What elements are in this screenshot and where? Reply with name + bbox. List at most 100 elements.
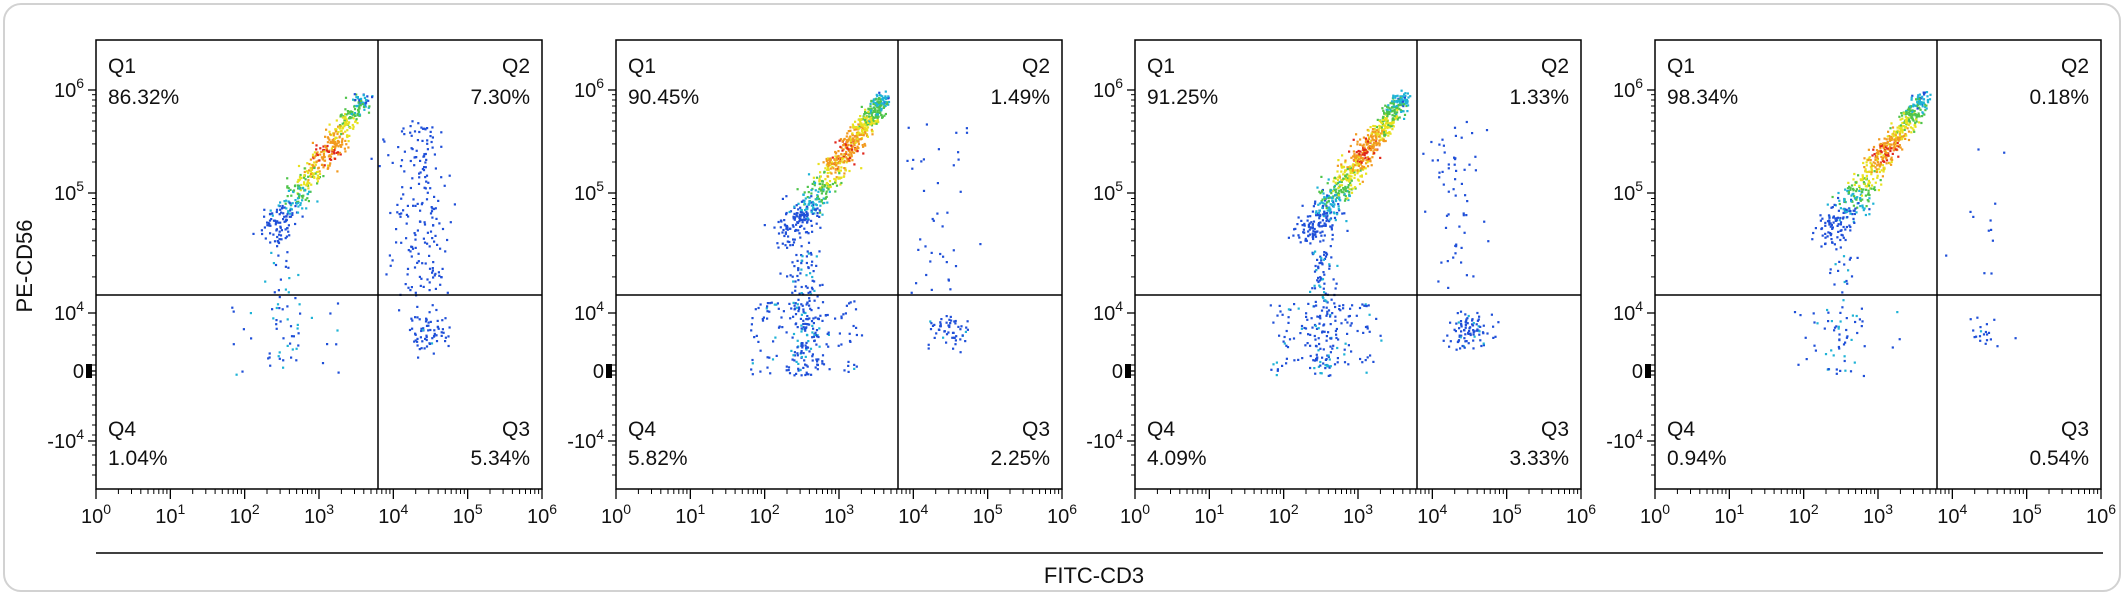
event-dot — [877, 121, 880, 124]
event-dot — [797, 308, 801, 311]
event-dot — [1852, 189, 1855, 192]
event-dot — [846, 132, 849, 135]
event-dot — [1447, 167, 1450, 170]
event-dot — [761, 318, 764, 321]
event-dot — [1370, 134, 1373, 137]
event-dot — [1460, 334, 1463, 337]
event-dot — [906, 159, 909, 162]
event-dot — [1320, 277, 1323, 280]
event-dot — [1350, 191, 1354, 194]
event-dot — [296, 197, 300, 200]
event-dot — [793, 212, 796, 215]
event-dot — [810, 195, 813, 198]
event-dot — [1831, 195, 1834, 199]
event-dot — [326, 141, 329, 144]
event-dot — [1844, 228, 1847, 231]
event-dot — [284, 202, 287, 205]
event-dot — [1342, 307, 1345, 310]
event-dot — [1327, 196, 1330, 199]
event-dot — [1313, 284, 1316, 287]
event-dot — [1405, 101, 1408, 104]
event-dot — [1865, 161, 1868, 164]
event-dot — [305, 184, 308, 187]
event-dot — [1388, 112, 1391, 116]
event-dot — [847, 138, 850, 141]
event-dot — [1898, 144, 1901, 147]
event-dot — [1877, 163, 1880, 166]
event-dot — [1881, 175, 1884, 178]
event-dot — [426, 139, 429, 142]
event-dot — [965, 131, 969, 134]
event-dot — [840, 315, 843, 318]
event-dot — [347, 140, 350, 143]
event-dot — [804, 202, 807, 206]
event-dot — [304, 198, 307, 201]
event-dot — [275, 319, 278, 322]
event-dot — [429, 130, 432, 133]
event-dot — [826, 313, 829, 317]
event-dot — [1858, 318, 1861, 321]
event-dot — [1342, 191, 1345, 194]
event-dot — [819, 314, 822, 317]
quadrant-q3-percent: 3.33% — [1509, 447, 1569, 470]
event-dot — [1324, 255, 1328, 258]
event-dot — [1859, 179, 1863, 182]
event-dot — [1461, 344, 1464, 348]
event-dot — [1303, 231, 1306, 234]
event-dot — [344, 108, 347, 111]
event-dot — [1438, 171, 1441, 174]
event-dot — [289, 325, 293, 328]
event-dot — [1327, 178, 1330, 181]
event-dot — [1896, 144, 1899, 147]
event-dot — [1839, 369, 1842, 372]
event-dot — [1382, 138, 1385, 141]
event-dot — [808, 200, 811, 203]
event-dot — [1306, 318, 1309, 321]
event-dot — [827, 331, 830, 334]
event-dot — [791, 275, 794, 278]
event-dot — [873, 122, 876, 125]
event-dot — [843, 143, 846, 146]
event-dot — [1362, 331, 1365, 334]
event-dot — [413, 266, 417, 269]
event-dot — [766, 305, 769, 308]
event-dot — [1918, 102, 1921, 105]
event-dot — [860, 167, 863, 170]
event-dot — [291, 212, 294, 215]
event-dot — [1837, 196, 1840, 200]
event-dot — [818, 284, 822, 287]
event-dot — [1314, 338, 1317, 341]
event-dot — [424, 320, 428, 323]
event-dot — [821, 202, 825, 205]
event-dot — [813, 181, 817, 184]
event-dot — [355, 93, 358, 96]
event-dot — [1829, 225, 1832, 228]
event-dot — [1333, 203, 1336, 206]
event-dot — [1338, 176, 1341, 179]
event-dot — [1343, 171, 1346, 174]
event-dot — [1338, 209, 1341, 212]
event-dot — [1319, 221, 1322, 224]
event-dot — [1350, 179, 1353, 182]
event-dot — [281, 308, 284, 311]
event-dot — [1322, 204, 1325, 208]
event-dot — [295, 359, 298, 362]
event-dot — [766, 366, 769, 369]
y-tick-label-exponent: 4 — [1635, 298, 1643, 314]
event-dot — [1286, 346, 1290, 349]
event-dot — [419, 159, 422, 162]
event-dot — [806, 217, 809, 220]
event-dot — [409, 250, 412, 253]
event-dot — [441, 267, 444, 270]
event-dot — [789, 274, 792, 277]
event-dot — [1883, 137, 1886, 140]
event-dot — [418, 176, 421, 179]
event-dot — [1871, 164, 1874, 167]
event-dot — [868, 112, 871, 115]
event-dot — [2014, 337, 2017, 340]
event-dot — [444, 336, 447, 339]
event-dot — [772, 340, 775, 343]
event-dot — [851, 132, 854, 135]
event-dot — [1430, 140, 1433, 144]
event-dot — [1476, 311, 1479, 315]
